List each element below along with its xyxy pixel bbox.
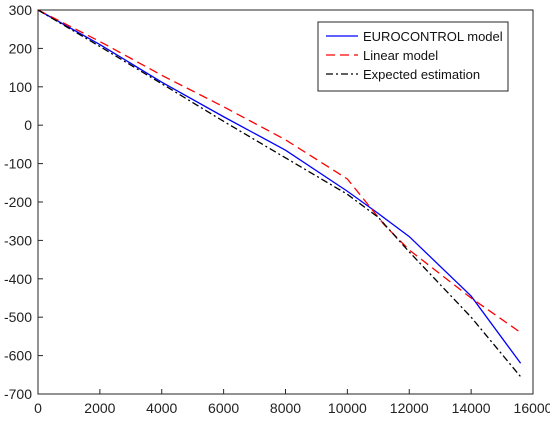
x-tick-label: 4000 [146,400,177,416]
x-tick-label: 16000 [514,400,550,416]
y-tick-label: -100 [4,156,32,172]
legend-label: EUROCONTROL model [363,29,503,44]
series-line-expected-estimation [37,9,522,378]
y-tick-label: -500 [4,309,32,325]
legend-label: Linear model [363,48,438,63]
y-tick-label: 0 [24,117,32,133]
y-tick-label: -700 [4,386,32,402]
x-tick-label: 0 [34,400,42,416]
legend-box [317,21,509,92]
x-tick-label: 14000 [452,400,491,416]
x-axis: 0 2000 4000 6000 8000 10000 12000 14000 16000 [34,389,550,416]
legend-label: Expected estimation [363,67,480,82]
y-tick-label: 300 [9,2,33,18]
y-axis: 300 200 100 0 -100 -200 -300 -400 -500 -600 -700 [4,2,43,402]
x-tick-label: 8000 [270,400,301,416]
series-lines [37,9,522,378]
y-tick-label: 100 [9,79,33,95]
series-line-eurocontrol-model [37,9,522,364]
series-line-linear-model [37,9,522,334]
y-tick-label: -400 [4,271,32,287]
y-tick-label: -300 [4,232,32,248]
y-tick-label: -600 [4,348,32,364]
y-tick-label: -200 [4,194,32,210]
x-tick-label: 10000 [328,400,367,416]
x-tick-label: 12000 [390,400,429,416]
x-tick-label: 6000 [208,400,239,416]
y-tick-label: 200 [9,40,33,56]
x-tick-label: 2000 [84,400,115,416]
legend: EUROCONTROL model Linear model Expected es… [317,21,509,92]
